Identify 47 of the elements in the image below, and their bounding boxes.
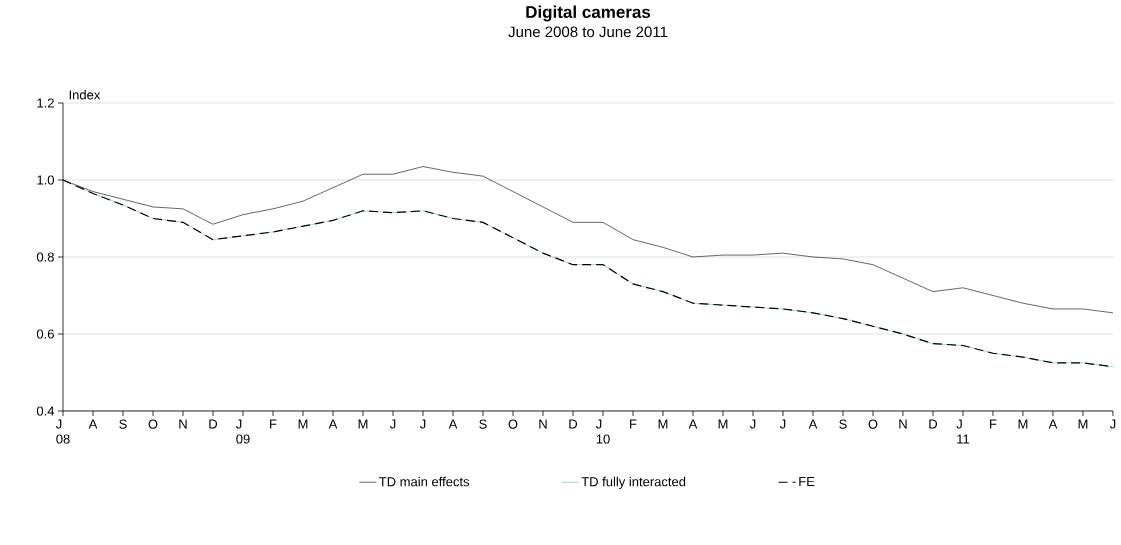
x-tick-label: A <box>1048 419 1058 429</box>
x-tick-label: N <box>539 419 547 429</box>
x-tick-label: J 11 <box>956 419 970 444</box>
legend-label: FE <box>799 477 815 486</box>
x-tick-label: N <box>179 419 187 429</box>
x-tick-label: J 08 <box>55 419 70 444</box>
chart-subtitle: June 2008 to June 2011 <box>508 26 668 38</box>
legend-label: TD main effects <box>379 476 470 487</box>
y-tick-label: 0.4 <box>36 406 55 416</box>
y-tick-label: 1.2 <box>37 98 54 108</box>
x-tick-label: D <box>929 419 938 429</box>
x-tick-label: J <box>779 419 786 429</box>
y-tick-label: 0.8 <box>36 252 54 262</box>
x-tick-label: M <box>1078 419 1088 429</box>
x-tick-label: M <box>658 419 668 429</box>
x-tick-label: S <box>839 419 847 429</box>
x-tick-label: O <box>868 419 878 429</box>
x-tick-label: D <box>209 419 218 429</box>
x-tick-label: S <box>479 419 487 429</box>
x-tick-label: J <box>419 419 426 429</box>
y-tick-label: 0.6 <box>36 329 54 339</box>
x-tick-label: M <box>718 419 728 429</box>
x-tick-label: M <box>358 419 368 429</box>
legend-label: TD fully interacted <box>581 476 686 489</box>
x-tick-label: F <box>630 419 637 429</box>
x-tick-label: F <box>270 419 277 429</box>
x-tick-label: M <box>298 419 308 429</box>
x-tick-label: S <box>119 419 127 429</box>
x-tick-label: J <box>1109 419 1116 429</box>
x-tick-label: J 09 <box>235 419 250 444</box>
x-tick-label: O <box>148 419 158 429</box>
x-tick-label: J 10 <box>595 419 610 444</box>
x-tick-label: D <box>569 419 578 429</box>
x-tick-label: O <box>508 419 518 429</box>
x-tick-label: J <box>389 419 396 429</box>
y-tick-label: 1.0 <box>37 175 54 185</box>
x-tick-label: N <box>899 419 907 429</box>
y-axis-title: Index <box>69 89 101 100</box>
x-tick-label: J <box>749 419 756 429</box>
x-tick-label: A <box>688 419 698 429</box>
x-tick-label: F <box>990 419 997 429</box>
x-tick-label: M <box>1018 419 1028 429</box>
x-tick-label: A <box>448 419 458 429</box>
chart-title: Digital cameras <box>526 5 651 22</box>
x-tick-label: A <box>808 419 818 429</box>
x-tick-label: A <box>328 419 338 429</box>
x-tick-label: A <box>88 419 98 429</box>
